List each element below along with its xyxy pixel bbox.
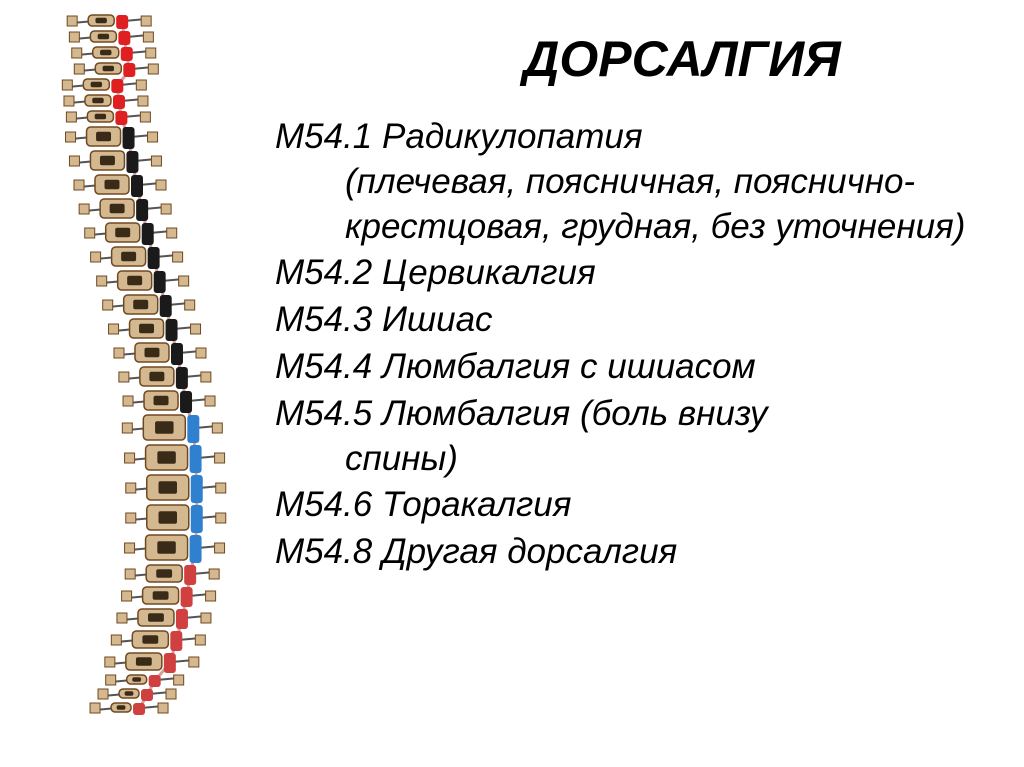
list-item: М54.5 Люмбалгия (боль внизу спины) xyxy=(275,392,999,482)
item-detail: (плечевая, поясничная, пояснично-крестцо… xyxy=(275,160,999,250)
item-code: М54.5 xyxy=(275,394,372,433)
item-code: М54.8 xyxy=(275,532,372,571)
item-label: Другая дорсалгия xyxy=(382,532,677,571)
item-label: Ишиас xyxy=(382,300,493,339)
item-code: М54.6 xyxy=(275,485,372,524)
page-title: ДОРСАЛГИЯ xyxy=(380,30,984,88)
list-item: М54.3 Ишиас xyxy=(275,298,999,343)
list-item: М54.2 Цервикалгия xyxy=(275,251,999,296)
item-code: М54.2 xyxy=(275,253,372,292)
item-label: Торакалгия xyxy=(382,485,571,524)
list-item: М54.8 Другая дорсалгия xyxy=(275,530,999,575)
list-item: М54.4 Люмбалгия с ишиасом xyxy=(275,345,999,390)
item-label: Радикулопатия xyxy=(382,117,643,156)
item-label: Люмбалгия (боль внизу xyxy=(382,394,767,433)
spine-illustration xyxy=(10,5,260,760)
list-item: М54.6 Торакалгия xyxy=(275,483,999,528)
item-detail: спины) xyxy=(275,437,999,482)
item-label: Люмбалгия с ишиасом xyxy=(382,347,756,386)
item-code: М54.1 xyxy=(275,117,372,156)
list-item: М54.1 Радикулопатия (плечевая, пояснична… xyxy=(275,115,999,249)
icd-list: М54.1 Радикулопатия (плечевая, пояснична… xyxy=(275,115,999,577)
item-label: Цервикалгия xyxy=(382,253,596,292)
item-code: М54.3 xyxy=(275,300,372,339)
item-code: М54.4 xyxy=(275,347,372,386)
